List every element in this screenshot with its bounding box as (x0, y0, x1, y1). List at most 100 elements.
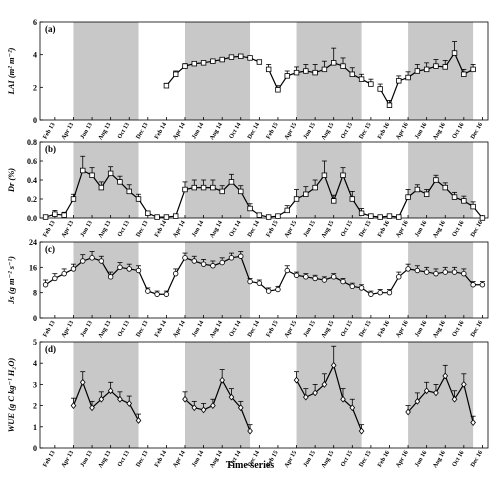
x-tick-label: Feb 14 (153, 122, 168, 141)
data-point (145, 288, 151, 294)
data-point (191, 60, 197, 67)
growing-season-band (184, 342, 251, 448)
data-point (405, 266, 411, 272)
data-point (210, 184, 216, 191)
growing-season-band (408, 142, 474, 218)
x-tick-label: Jun 14 (190, 220, 205, 239)
data-point (358, 285, 365, 291)
data-point (368, 213, 374, 219)
x-tick-label: Dec 16 (469, 122, 484, 141)
data-point (70, 402, 77, 410)
data-point (442, 372, 449, 380)
x-tick-label: Feb 15 (265, 122, 280, 141)
data-point (331, 274, 337, 280)
data-point (433, 177, 439, 183)
y-tick-label: 0.6 (27, 157, 37, 166)
panel-label: (d) (45, 344, 56, 354)
data-point (228, 179, 235, 185)
data-point (405, 408, 411, 416)
y-axis-label: LAI (m² m⁻²) (6, 47, 16, 95)
y-tick-label: 0 (33, 116, 37, 125)
data-point (145, 210, 151, 216)
data-point (312, 69, 318, 76)
data-point (275, 286, 281, 293)
data-point (423, 66, 430, 73)
data-point (442, 184, 448, 191)
data-point (396, 78, 402, 84)
panel-3: (c) 0 8 16 24 Js (g m⁻² s⁻¹) Feb 13 Apr 13 Jun 1… (6, 238, 489, 340)
data-point (321, 66, 328, 73)
x-tick-label: Apr 14 (172, 122, 187, 141)
data-point (89, 172, 95, 178)
y-tick-label: 4 (33, 51, 37, 60)
y-axis-label: Js (g m⁻² s⁻¹) (6, 256, 16, 305)
data-point (117, 264, 123, 271)
x-tick-label: Aug 14 (208, 320, 223, 340)
x-tick-label: Oct 15 (339, 122, 354, 141)
x-tick-label: Jun 16 (413, 320, 428, 339)
y-tick-label: 8 (33, 289, 37, 298)
data-point (303, 393, 309, 401)
data-point (331, 60, 337, 66)
x-tick-label: Aug 13 (97, 220, 112, 240)
data-point (349, 71, 355, 77)
data-point (470, 282, 476, 288)
x-tick-label: Feb 16 (376, 122, 391, 141)
x-tick-label: Apr 16 (395, 122, 410, 141)
data-point (368, 291, 374, 297)
y-tick-label: 5 (33, 338, 37, 347)
data-point (284, 73, 290, 79)
data-point (330, 361, 337, 369)
y-tick-label: 3 (33, 380, 37, 389)
x-tick-label: Apr 15 (283, 122, 298, 141)
data-point (247, 427, 253, 435)
data-point (191, 184, 197, 191)
data-point (107, 274, 114, 280)
data-point (182, 255, 188, 261)
data-point (173, 71, 179, 77)
x-tick-label: Feb 15 (265, 320, 280, 339)
data-point (210, 58, 216, 64)
x-tick-label: Dec 15 (358, 220, 373, 239)
data-point (42, 214, 49, 220)
data-point (312, 184, 318, 191)
x-tick-label: Dec 13 (135, 320, 150, 339)
panel-2: (b) 0.0 0.2 0.4 0.6 0.8 Dr (%) Feb 13 Apr 13 Jun … (6, 138, 489, 240)
data-point (238, 253, 244, 259)
data-point (423, 269, 430, 275)
data-point (312, 275, 318, 282)
x-axis-title-holder: Time series (0, 460, 500, 471)
data-point (247, 205, 253, 212)
data-point (331, 198, 337, 204)
x-tick-label: Oct 14 (228, 220, 243, 239)
data-point (182, 186, 188, 193)
data-point (340, 172, 346, 178)
x-tick-label: Aug 14 (208, 220, 223, 240)
data-point (284, 267, 290, 274)
y-tick-label: 24 (29, 238, 37, 247)
x-tick-label: Dec 15 (358, 122, 373, 141)
data-point (117, 179, 123, 185)
data-point (451, 395, 458, 403)
y-tick-label: 0 (33, 444, 37, 453)
x-tick-label: Apr 13 (60, 122, 75, 141)
data-point (126, 266, 132, 272)
data-point (52, 275, 58, 282)
data-point (284, 207, 290, 214)
data-point (107, 387, 114, 395)
data-point (275, 87, 281, 93)
data-point (358, 210, 365, 216)
data-point (52, 211, 58, 217)
data-point (451, 50, 458, 56)
data-point (80, 167, 86, 174)
x-tick-label: Jun 13 (79, 122, 94, 141)
data-point (386, 213, 393, 219)
data-point (414, 267, 421, 274)
data-point (219, 376, 225, 384)
x-tick-label: Oct 13 (116, 122, 131, 141)
data-point (470, 203, 476, 210)
x-tick-label: Feb 14 (153, 220, 168, 239)
data-point (117, 395, 123, 403)
x-tick-label: Aug 15 (320, 122, 335, 142)
